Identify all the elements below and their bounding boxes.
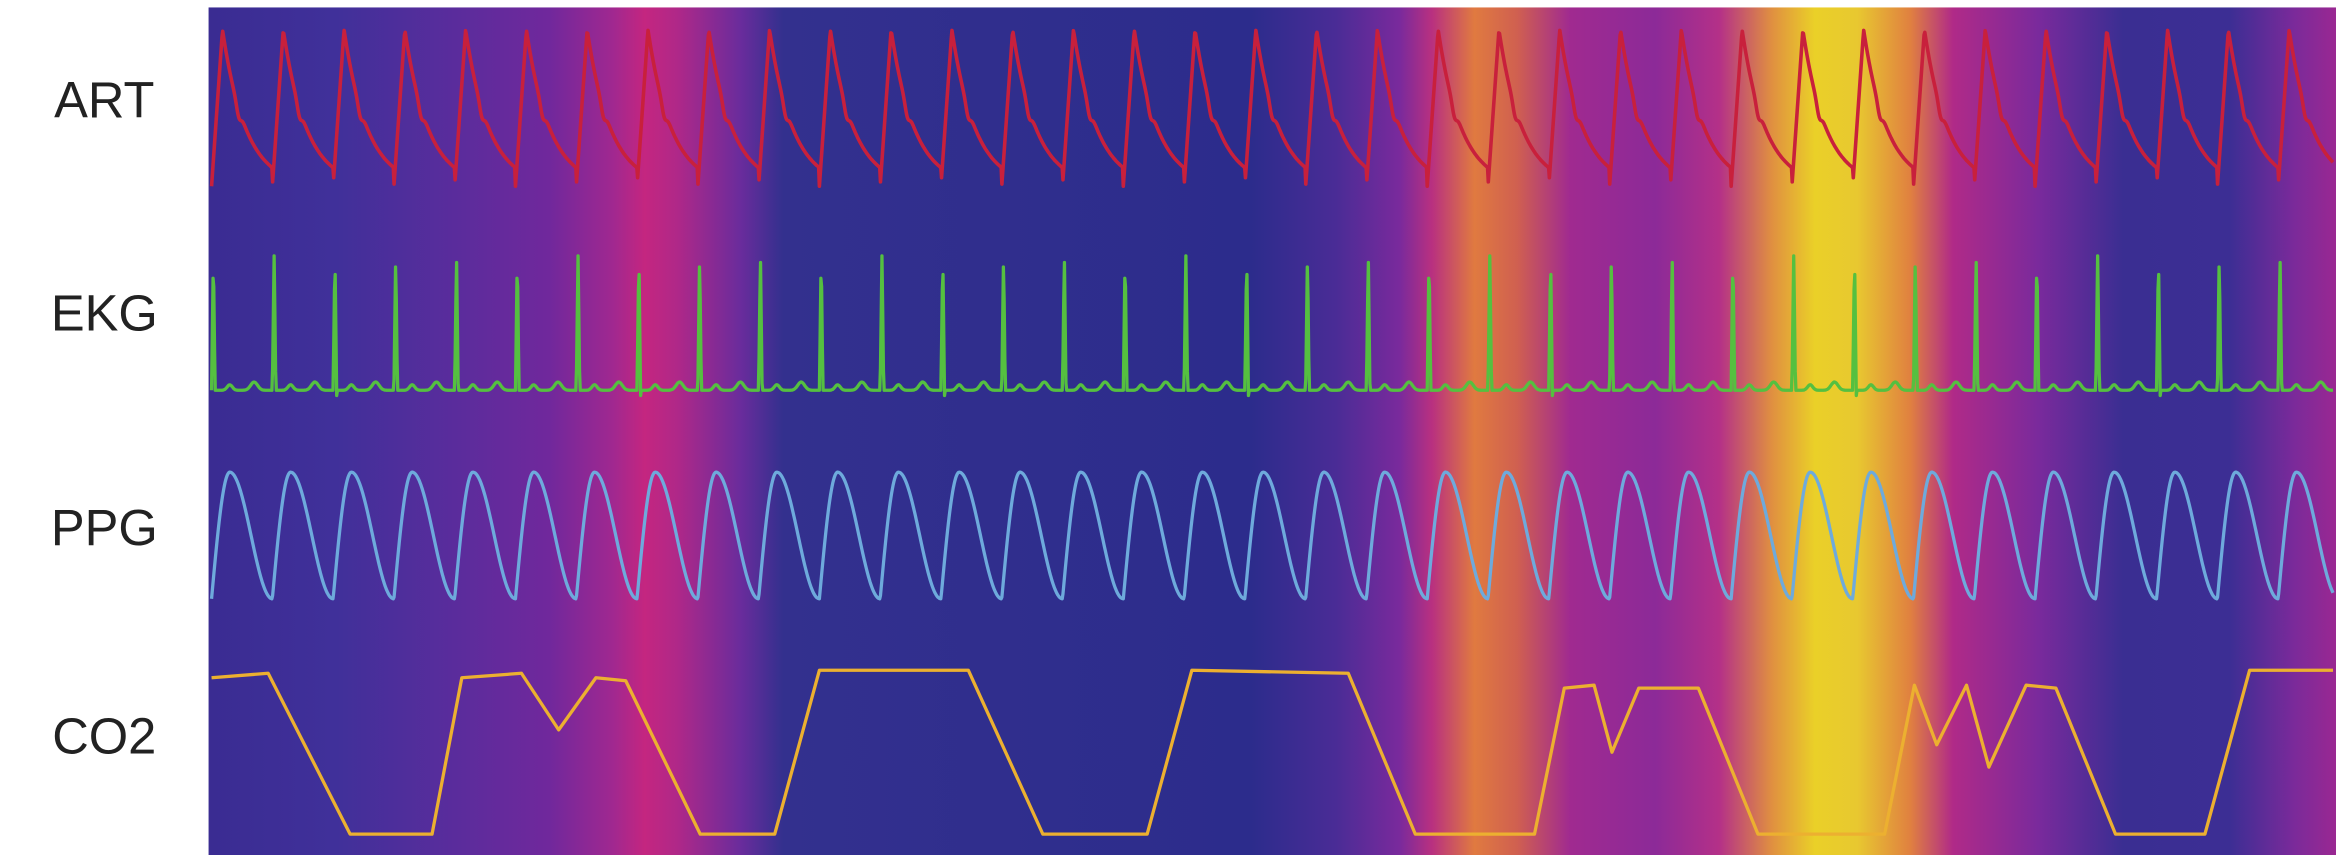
signal-label: CO2 <box>52 708 156 765</box>
signal-label: EKG <box>51 285 158 342</box>
art-waveform <box>209 28 2335 188</box>
co2-waveform <box>211 668 2334 836</box>
signal-label: ART <box>54 72 154 129</box>
signal-label: PPG <box>51 499 158 556</box>
attention-heatmap <box>208 7 2336 855</box>
ppg-waveform <box>209 470 2335 601</box>
ekg-waveform <box>209 254 2334 398</box>
